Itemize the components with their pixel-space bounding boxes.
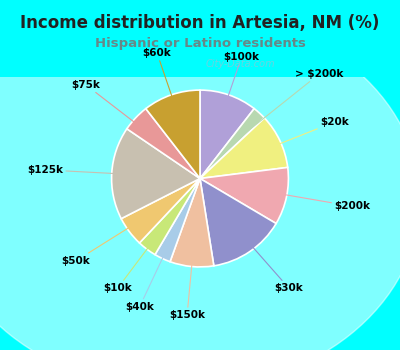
Wedge shape (127, 108, 200, 178)
Text: > $200k: > $200k (233, 69, 344, 143)
Text: $200k: $200k (248, 188, 370, 211)
Wedge shape (200, 90, 254, 178)
Wedge shape (200, 167, 288, 224)
Wedge shape (155, 178, 200, 262)
Text: $50k: $50k (62, 208, 161, 266)
Text: City-Data.com: City-Data.com (206, 58, 275, 69)
Wedge shape (140, 178, 200, 254)
Text: Hispanic or Latino residents: Hispanic or Latino residents (94, 37, 306, 50)
Wedge shape (200, 108, 264, 178)
Wedge shape (112, 129, 200, 219)
Wedge shape (200, 178, 276, 266)
Text: Income distribution in Artesia, NM (%): Income distribution in Artesia, NM (%) (20, 14, 380, 32)
Text: $75k: $75k (71, 80, 164, 145)
Wedge shape (170, 178, 214, 267)
Wedge shape (146, 90, 200, 178)
Text: $30k: $30k (228, 219, 303, 293)
Text: $100k: $100k (216, 52, 260, 132)
Text: $125k: $125k (27, 165, 151, 175)
Text: $20k: $20k (244, 117, 349, 158)
Ellipse shape (0, 9, 400, 350)
Wedge shape (121, 178, 200, 243)
Text: $10k: $10k (103, 217, 171, 293)
Text: $150k: $150k (169, 227, 205, 320)
Text: $40k: $40k (125, 223, 179, 312)
Wedge shape (200, 118, 288, 178)
Text: $60k: $60k (143, 48, 184, 132)
